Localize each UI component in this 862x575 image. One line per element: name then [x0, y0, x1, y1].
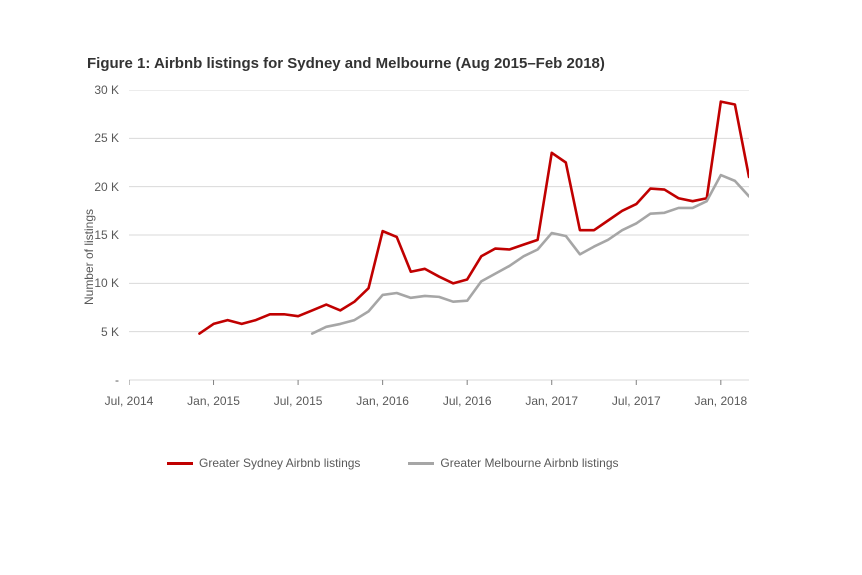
y-tick-label: 30 K [94, 83, 119, 97]
figure-container: Figure 1: Airbnb listings for Sydney and… [87, 55, 807, 470]
plot-area: Number of listings -5 K10 K15 K20 K25 K3… [129, 90, 769, 424]
x-tick-label: Jul, 2016 [443, 394, 492, 408]
legend: Greater Sydney Airbnb listings Greater M… [167, 456, 807, 470]
y-tick-label: 25 K [94, 131, 119, 145]
y-tick-label: 10 K [94, 276, 119, 290]
y-tick-label: - [115, 373, 119, 387]
x-tick-label: Jan, 2015 [187, 394, 240, 408]
x-tick-label: Jan, 2016 [356, 394, 409, 408]
y-tick-label: 5 K [101, 325, 119, 339]
legend-swatch-melbourne [408, 462, 434, 465]
x-tick-label: Jul, 2014 [105, 394, 154, 408]
legend-swatch-sydney [167, 462, 193, 465]
x-tick-labels: Jul, 2014Jan, 2015Jul, 2015Jan, 2016Jul,… [129, 394, 749, 424]
x-tick-label: Jul, 2015 [274, 394, 323, 408]
chart-svg [129, 90, 749, 386]
y-tick-label: 20 K [94, 180, 119, 194]
legend-item-sydney: Greater Sydney Airbnb listings [167, 456, 360, 470]
chart-title: Figure 1: Airbnb listings for Sydney and… [87, 55, 807, 72]
y-tick-label: 15 K [94, 228, 119, 242]
x-tick-label: Jan, 2017 [525, 394, 578, 408]
y-axis-label: Number of listings [82, 209, 96, 305]
legend-label-melbourne: Greater Melbourne Airbnb listings [440, 456, 618, 470]
legend-label-sydney: Greater Sydney Airbnb listings [199, 456, 360, 470]
legend-item-melbourne: Greater Melbourne Airbnb listings [408, 456, 618, 470]
x-tick-label: Jul, 2017 [612, 394, 661, 408]
x-tick-label: Jan, 2018 [694, 394, 747, 408]
